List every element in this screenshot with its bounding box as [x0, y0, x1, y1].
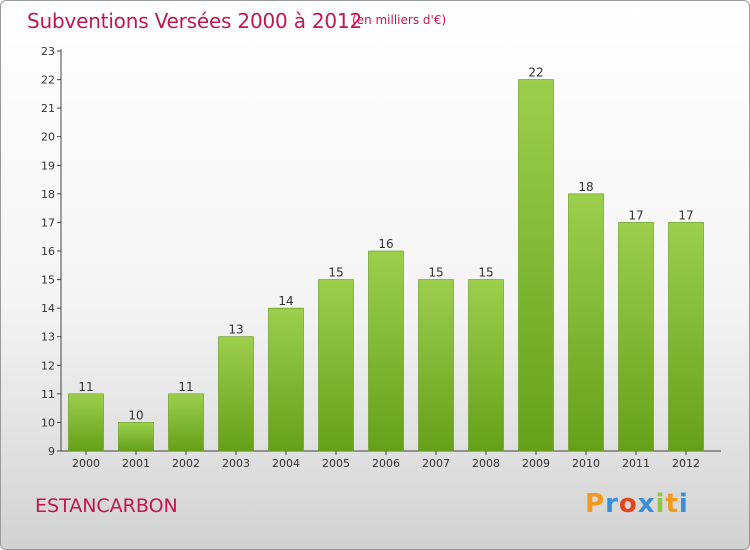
data-label-2004: 14 — [278, 294, 293, 308]
data-label-2007: 15 — [428, 266, 443, 280]
y-tick-label: 17 — [41, 216, 55, 229]
x-tick-label-2004: 2004 — [272, 457, 300, 470]
x-tick-label-2007: 2007 — [422, 457, 450, 470]
logo-letter: i — [655, 489, 666, 519]
data-label-2006: 16 — [378, 237, 393, 251]
bar-2003 — [218, 336, 254, 452]
bar-2011 — [618, 222, 654, 452]
y-tick-label: 20 — [41, 131, 55, 144]
y-tick-label: 16 — [41, 245, 55, 258]
y-tick-label: 9 — [48, 445, 55, 458]
bar-2002 — [168, 393, 204, 452]
y-tick-label: 14 — [41, 302, 55, 315]
data-label-2001: 10 — [128, 408, 143, 422]
data-label-2008: 15 — [478, 266, 493, 280]
logo-letter: i — [678, 489, 689, 519]
data-label-2005: 15 — [328, 266, 343, 280]
data-label-2010: 18 — [578, 180, 593, 194]
x-tick-label-2001: 2001 — [122, 457, 150, 470]
bar-2000 — [68, 393, 104, 452]
data-label-2000: 11 — [78, 380, 93, 394]
x-tick-label-2012: 2012 — [672, 457, 700, 470]
y-tick-label: 23 — [41, 45, 55, 58]
logo-letter: x — [637, 489, 656, 519]
y-tick-label: 19 — [41, 159, 55, 172]
data-label-2011: 17 — [628, 208, 643, 222]
logo-letter: P — [585, 489, 606, 519]
bar-2007 — [418, 279, 454, 452]
bar-2006 — [368, 250, 404, 452]
logo-letter: r — [605, 489, 619, 519]
x-tick-label-2003: 2003 — [222, 457, 250, 470]
x-tick-label-2005: 2005 — [322, 457, 350, 470]
bar-2001 — [118, 422, 154, 452]
proxiti-logo[interactable]: Proxiti — [585, 489, 689, 519]
bar-2009 — [518, 79, 554, 452]
y-tick-label: 12 — [41, 359, 55, 372]
x-tick-label-2006: 2006 — [372, 457, 400, 470]
y-tick-label: 10 — [41, 416, 55, 429]
x-tick-label-2002: 2002 — [172, 457, 200, 470]
y-tick-label: 13 — [41, 331, 55, 344]
logo-letter: t — [665, 489, 679, 519]
commune-name: ESTANCARBON — [35, 495, 178, 517]
data-label-2009: 22 — [528, 66, 543, 80]
y-tick-label: 21 — [41, 102, 55, 115]
x-tick-label-2008: 2008 — [472, 457, 500, 470]
data-label-2003: 13 — [228, 323, 243, 337]
bar-2005 — [318, 279, 354, 452]
bar-2004 — [268, 307, 304, 452]
y-tick-label: 11 — [41, 388, 55, 401]
data-label-2012: 17 — [678, 208, 693, 222]
x-tick-label-2010: 2010 — [572, 457, 600, 470]
chart-unit: (en milliers d'€) — [352, 13, 447, 27]
x-tick-label-2011: 2011 — [622, 457, 650, 470]
bar-2008 — [468, 279, 504, 452]
bar-2012 — [668, 222, 704, 452]
chart-title: Subventions Versées 2000 à 2012 — [27, 9, 363, 33]
logo-letter: o — [618, 489, 638, 519]
x-tick-label-2009: 2009 — [522, 457, 550, 470]
x-tick-label-2000: 2000 — [72, 457, 100, 470]
bar-2010 — [568, 193, 604, 452]
y-tick-label: 15 — [41, 274, 55, 287]
y-tick-label: 22 — [41, 74, 55, 87]
y-tick-label: 18 — [41, 188, 55, 201]
data-label-2002: 11 — [178, 380, 193, 394]
